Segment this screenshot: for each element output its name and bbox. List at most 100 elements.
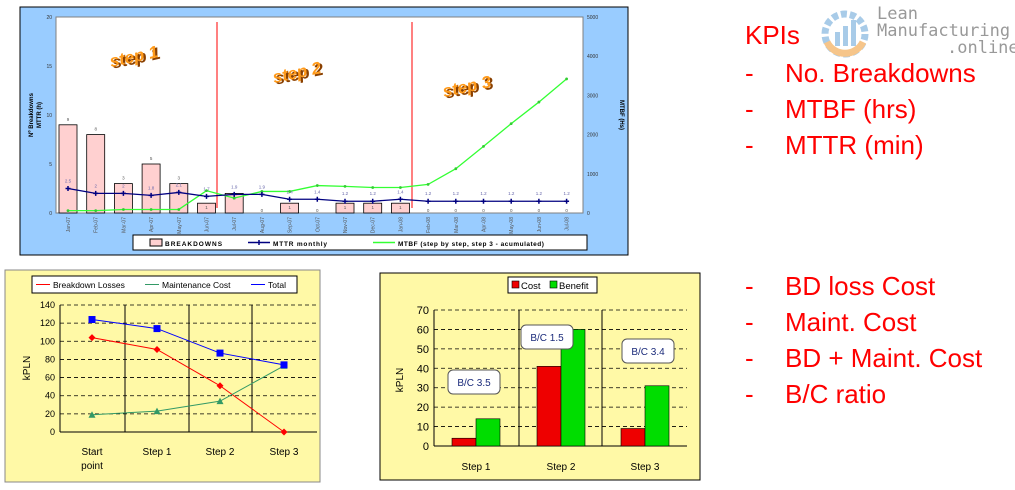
breakdown-data-label: 0: [316, 208, 319, 213]
y-tick-label: 100: [40, 336, 55, 346]
y-tick-label: 20: [45, 409, 55, 419]
kpi-title: KPIs: [745, 20, 800, 50]
y-tick-label: 20: [46, 15, 52, 21]
cost-bar: [451, 437, 477, 447]
breakdown-data-label: 0: [538, 208, 541, 213]
y-tick-label: 0: [50, 427, 55, 437]
mttr-data-label: 1.9: [231, 184, 238, 189]
mtbf-point: [66, 209, 70, 213]
breakdown-data-label: 3: [122, 176, 125, 181]
y2-tick-label: 3000: [587, 93, 598, 99]
y2-tick-label: 5000: [587, 15, 598, 21]
x-tick-label: Mar-08: [454, 217, 460, 233]
cost-bar: [620, 428, 646, 447]
y-tick-label: 80: [45, 354, 55, 364]
breakdown-bar: [197, 202, 216, 214]
logo: Lean Manufacturing .online: [815, 2, 1015, 62]
mtbf-point: [149, 208, 153, 211]
maintenance-cost-point: [88, 411, 96, 418]
bc-ratio-callout: [520, 324, 574, 350]
y2-axis-label: MTBF (Hs): [618, 100, 624, 130]
breakdown-data-label: 0: [482, 208, 485, 213]
legend-label: Maintenance Cost: [162, 280, 231, 290]
breakdown-data-label: 0: [261, 208, 264, 213]
mttr-data-label: 1.2: [563, 191, 570, 196]
mttr-data-label: 1.2: [453, 191, 460, 196]
mtbf-point: [288, 190, 291, 193]
kpi-dash: -: [745, 130, 754, 160]
mttr-point: [204, 193, 209, 199]
breakdown-losses-point: [153, 345, 161, 353]
y-tick-label: 10: [46, 113, 52, 119]
mtbf-point: [482, 144, 485, 148]
mttr-data-label: 2: [94, 183, 97, 188]
x-tick-label: Jun-07: [205, 217, 211, 233]
maintenance-cost-point: [216, 397, 224, 405]
series-line: [91, 365, 285, 416]
y2-tick-label: 4000: [587, 54, 598, 60]
kpi-label: MTBF (hrs): [785, 94, 917, 124]
mttr-data-label: 1.2: [425, 191, 432, 196]
kpi-label: Maint. Cost: [785, 307, 917, 337]
x-tick-label: Dec-07: [371, 217, 377, 233]
legend-label: MTBF (step by step, step 3 - acumulated): [398, 241, 544, 248]
benefit-bar: [475, 418, 501, 447]
mttr-point: [508, 198, 514, 204]
x-tick-label: May-08: [509, 217, 515, 234]
mtbf-point: [205, 189, 208, 193]
total-point: [88, 316, 96, 324]
mttr-data-label: 1.4: [397, 189, 404, 194]
mttr-point: [93, 190, 99, 196]
kpi-label: BD loss Cost: [785, 271, 936, 301]
kpi-dash: -: [745, 379, 754, 409]
logo-line2: Manufacturing: [877, 21, 1011, 41]
x-tick-label: Jan-08: [398, 217, 404, 233]
breakdown-bar: [280, 202, 300, 214]
kpi-item: - B/C ratio: [745, 379, 886, 410]
mttr-point: [314, 196, 320, 202]
mtbf-point: [315, 184, 319, 187]
breakdown-losses-point: [88, 334, 96, 342]
y-tick-label: 40: [45, 391, 55, 401]
kpi-dash: -: [745, 58, 754, 88]
x-tick-label: Jul-07: [232, 217, 238, 231]
y-tick-label: 0: [423, 441, 429, 453]
x-tick-label: Feb-08: [426, 217, 432, 233]
gear-chart-icon: [821, 10, 869, 58]
x-tick-label: May-07: [177, 217, 183, 234]
breakdown-data-label: 1: [288, 205, 291, 210]
mtbf-point: [426, 182, 430, 186]
legend-label: BREAKDOWNS: [165, 241, 223, 248]
y-axis-label: Nº Breakdowns: [29, 92, 35, 137]
kpi-label: B/C ratio: [785, 379, 887, 409]
legend: [132, 234, 588, 251]
logo-line3: .online: [947, 38, 1015, 58]
y-tick-label: 0: [49, 211, 52, 217]
x-tick-label: Step 3: [631, 462, 660, 473]
breakdown-data-label: 1: [344, 205, 347, 210]
mttr-point: [397, 196, 403, 202]
breakdown-data-label: 8: [94, 127, 97, 132]
mttr-data-label: 1.8: [148, 185, 155, 190]
x-tick-label: Oct-07: [315, 217, 321, 232]
mttr-point: [564, 198, 570, 204]
benefit-bar: [644, 385, 670, 447]
mtbf-point: [509, 122, 513, 126]
mttr-point: [536, 198, 542, 204]
breakdown-data-label: 5: [150, 156, 153, 161]
mttr-point: [259, 191, 265, 197]
mttr-point: [342, 198, 348, 204]
kpi-dash: -: [745, 271, 754, 301]
x-tick-label: point: [81, 461, 103, 472]
legend-swatch-mttr: [248, 240, 270, 245]
bc-ratio-callout: [447, 369, 501, 395]
mttr-point: [148, 192, 154, 198]
bc-ratio-label: B/C 1.5: [530, 333, 564, 344]
breakdown-data-label: 1: [399, 205, 402, 210]
mtbf-point: [537, 100, 541, 104]
kpi-label: MTTR (min): [785, 130, 924, 160]
breakdown-data-label: 1: [205, 205, 208, 210]
series-line: [91, 319, 285, 366]
mttr-point: [453, 198, 459, 204]
mttr-data-label: 1.7: [203, 186, 210, 191]
